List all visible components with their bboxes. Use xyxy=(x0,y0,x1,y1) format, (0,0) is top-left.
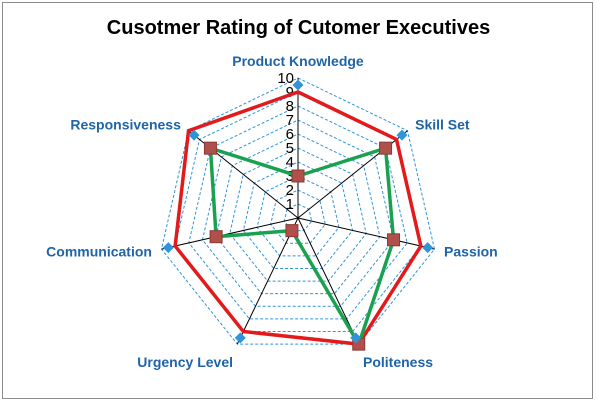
series-2-marker-2 xyxy=(422,242,434,254)
axis-label-0: Product Knowledge xyxy=(232,53,364,69)
tick-label: 4 xyxy=(286,154,294,171)
tick-label: 10 xyxy=(277,70,294,87)
tick-label: 3 xyxy=(286,168,294,185)
axis-label-6: Responsiveness xyxy=(70,117,181,133)
series-2-marker-5 xyxy=(162,242,174,254)
series-2-marker-4 xyxy=(234,332,246,344)
chart-title: Cusotmer Rating of Cutomer Executives xyxy=(106,17,491,39)
series-2-marker-3 xyxy=(350,332,362,344)
series-1-marker-1 xyxy=(379,141,393,155)
grid-ring-10 xyxy=(160,77,436,345)
spoke-4 xyxy=(236,217,299,345)
tick-label: 8 xyxy=(286,98,294,115)
tick-label: 1 xyxy=(286,196,294,213)
spoke-5 xyxy=(161,217,299,250)
series-2-marker-0 xyxy=(292,79,304,91)
grid-ring-6 xyxy=(215,133,381,295)
series-1-marker-6 xyxy=(203,141,217,155)
spoke-2 xyxy=(297,217,435,250)
series-1-marker-5 xyxy=(209,230,223,244)
grid-ring-3 xyxy=(256,175,340,257)
tick-label: 5 xyxy=(286,140,294,157)
axis-label-1: Skill Set xyxy=(415,117,470,133)
series-1-line xyxy=(208,145,396,349)
tick-label: 6 xyxy=(286,126,294,143)
series-1-marker-2 xyxy=(387,233,401,247)
series-2-marker-6 xyxy=(188,129,200,141)
series-2-marker-1 xyxy=(396,129,408,141)
series-1-marker-4 xyxy=(285,224,299,238)
series-1-marker-0 xyxy=(291,169,305,183)
axis-label-4: Urgency Level xyxy=(137,354,233,370)
grid-ring-4 xyxy=(242,161,354,269)
series-0-line xyxy=(173,90,423,346)
axis-label-3: Politeness xyxy=(363,354,433,370)
spoke-3 xyxy=(297,217,360,345)
grid-ring-5 xyxy=(229,147,367,282)
axis-label-2: Passion xyxy=(444,243,498,259)
grid-ring-8 xyxy=(188,105,408,320)
tick-label: 9 xyxy=(286,84,294,101)
axis-label-5: Communication xyxy=(46,243,152,259)
tick-label: 7 xyxy=(286,112,294,129)
tick-label: 2 xyxy=(286,182,294,199)
grid-ring-7 xyxy=(201,119,395,307)
